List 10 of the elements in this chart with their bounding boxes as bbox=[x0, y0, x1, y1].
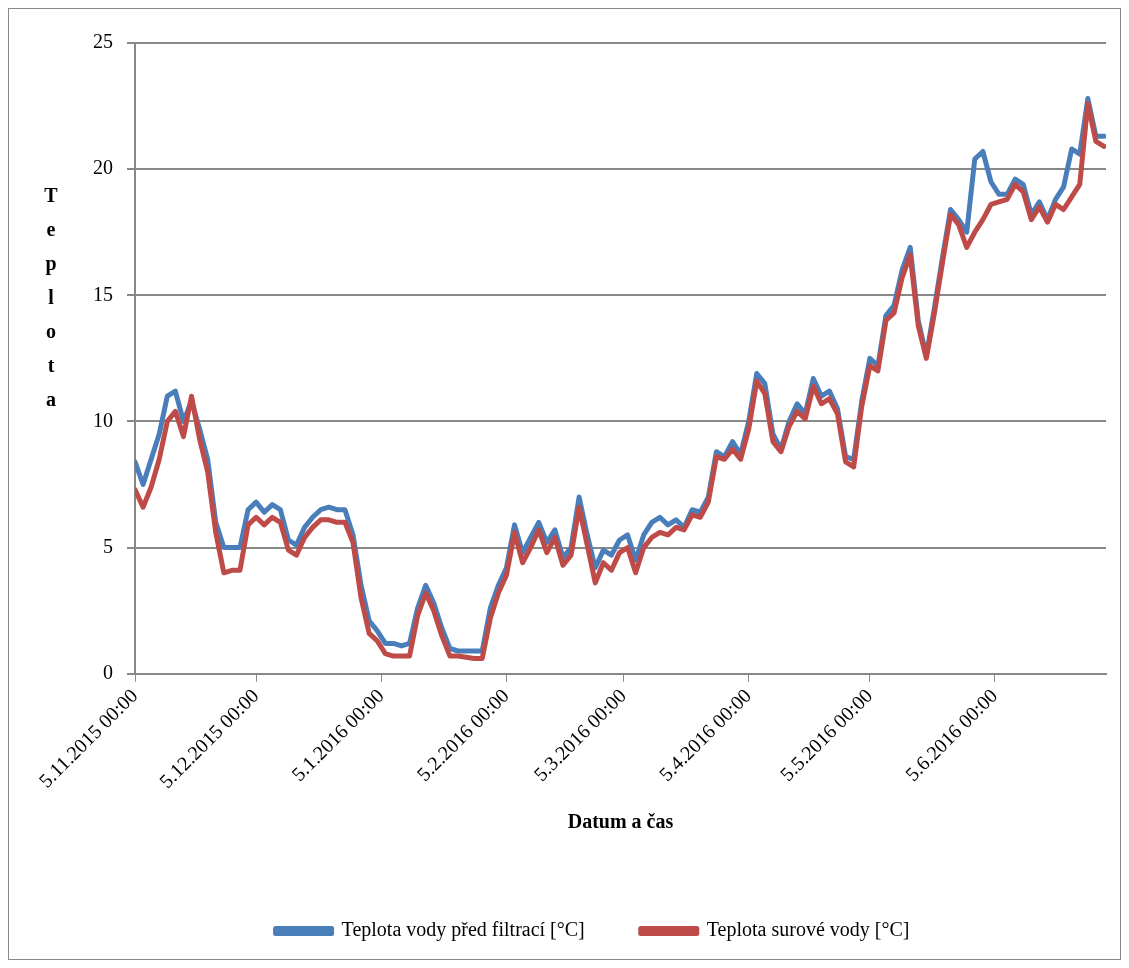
x-axis-title: Datum a čas bbox=[567, 810, 674, 833]
y-tick-label: 15 bbox=[93, 282, 113, 305]
y-tick-label: 25 bbox=[93, 30, 113, 53]
y-tick-label: 0 bbox=[103, 660, 113, 683]
legend-label: Teplota surové vody [°C] bbox=[706, 918, 910, 942]
y-tick-label: 5 bbox=[103, 534, 113, 557]
y-tick-label: 10 bbox=[93, 408, 113, 431]
legend-label: Teplota vody před filtrací [°C] bbox=[341, 918, 585, 942]
y-axis-title: Teplota bbox=[44, 183, 59, 410]
y-tick-label: 20 bbox=[93, 156, 113, 179]
